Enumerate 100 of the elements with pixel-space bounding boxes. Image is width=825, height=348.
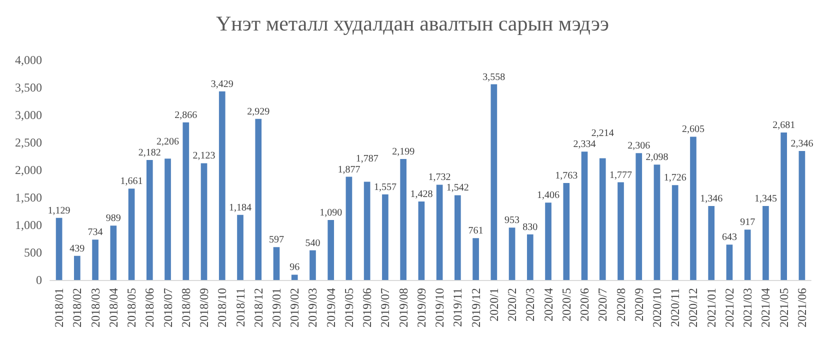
bar [346,176,352,280]
x-tick-label: 2018/07 [160,288,175,328]
x-tick-label: 2019/02 [288,288,302,328]
bar [454,195,461,280]
x-tick-label: 2018/12 [251,288,266,328]
data-label: 1,557 [374,182,396,193]
data-label: 917 [740,217,756,228]
bar [490,84,498,280]
y-tick-label: 3,500 [15,80,42,94]
data-label: 1,406 [537,190,560,202]
x-tick-label: 2020/5 [559,288,574,322]
x-tick-label: 2019/03 [306,288,320,328]
x-tick-label: 2020/11 [668,288,682,327]
x-tick-label: 2018/11 [233,288,248,327]
bar [762,206,769,280]
x-tick-label: 2020/1 [486,288,501,322]
bar [146,160,153,280]
bar [364,182,370,280]
bar [508,228,516,280]
chart-title: Үнэт металл худалдан авалтын сарын мэдээ [216,12,610,36]
x-tick-label: 2018/08 [178,288,193,328]
x-tick-label: 2021/01 [704,288,718,328]
data-label: 2,306 [628,140,650,152]
bar [545,202,552,280]
bar [237,214,244,280]
data-label: 2,346 [790,138,814,150]
y-tick-label: 500 [24,246,42,260]
bar [472,238,479,280]
data-label: 3,429 [210,78,234,90]
bar [744,230,751,280]
data-label: 1,777 [610,170,632,181]
x-tick-label: 2020/4 [541,288,556,322]
data-label: 643 [722,232,737,244]
data-label: 2,929 [247,106,270,118]
bar [128,188,135,280]
x-tick-label: 2018/03 [88,288,102,328]
x-tick-label: 2019/07 [378,288,392,328]
x-tick-label: 2020/10 [650,288,664,328]
x-tick-label: 2021/05 [776,288,791,328]
data-label: 2,098 [646,152,668,164]
bar [400,159,406,280]
x-tick-label: 2019/10 [432,288,447,328]
data-label: 1,661 [120,176,143,188]
x-tick-label: 2019/12 [468,288,483,328]
bar [418,201,425,280]
data-label: 597 [268,234,284,246]
x-tick-label: 2019/06 [360,288,374,328]
bar [654,164,660,280]
x-tick-label: 2018/05 [124,288,139,328]
bar [581,152,588,280]
bar [182,122,190,280]
x-tick-label: 2018/10 [215,288,230,328]
y-tick-label: 0 [36,273,42,287]
x-tick-label: 2018/01 [52,288,66,328]
y-tick-label: 1,000 [15,218,42,232]
x-tick-label: 2020/2 [505,288,520,322]
data-label: 2,681 [772,120,796,132]
bar [672,185,678,280]
data-label: 540 [305,238,320,249]
x-tick-label: 2021/02 [722,288,736,328]
bar [780,132,787,280]
bar [599,158,606,280]
bar [708,206,715,280]
data-label: 1,726 [664,172,686,184]
bar [310,250,316,280]
data-label: 1,542 [446,182,469,194]
bar [255,118,262,280]
data-label: 989 [106,213,121,224]
bar [726,244,733,280]
bar [56,218,62,280]
data-label: 1,763 [555,170,578,182]
x-tick-label: 2018/06 [142,288,157,328]
bar [382,194,388,280]
y-tick-label: 4,000 [15,53,42,67]
data-label: 1,090 [320,208,342,219]
bar [291,274,298,280]
data-label: 2,123 [192,150,216,162]
x-tick-label: 2020/8 [614,288,628,322]
x-tick-label: 2021/04 [758,288,773,328]
x-tick-label: 2019/04 [324,288,338,328]
x-tick-label: 2020/3 [523,288,538,322]
x-tick-label: 2020/7 [596,288,610,322]
x-tick-label: 2021/06 [794,288,809,328]
data-label: 2,214 [591,128,614,140]
x-tick-label: 2019/09 [414,288,428,328]
x-tick-label: 2020/6 [578,288,592,322]
bar [526,234,534,280]
x-tick-label: 2020/9 [632,288,646,322]
bar [798,150,806,280]
data-label: 2,206 [156,136,180,148]
x-tick-label: 2019/05 [342,288,356,328]
bar [92,240,98,280]
data-label: 734 [88,227,103,238]
data-label: 2,199 [392,146,415,158]
y-tick-label: 2,000 [15,163,42,177]
data-label: 2,182 [138,147,161,158]
bar [200,163,208,280]
data-label: 1,184 [229,202,252,214]
data-label: 2,605 [682,124,704,136]
data-label: 439 [70,243,85,254]
